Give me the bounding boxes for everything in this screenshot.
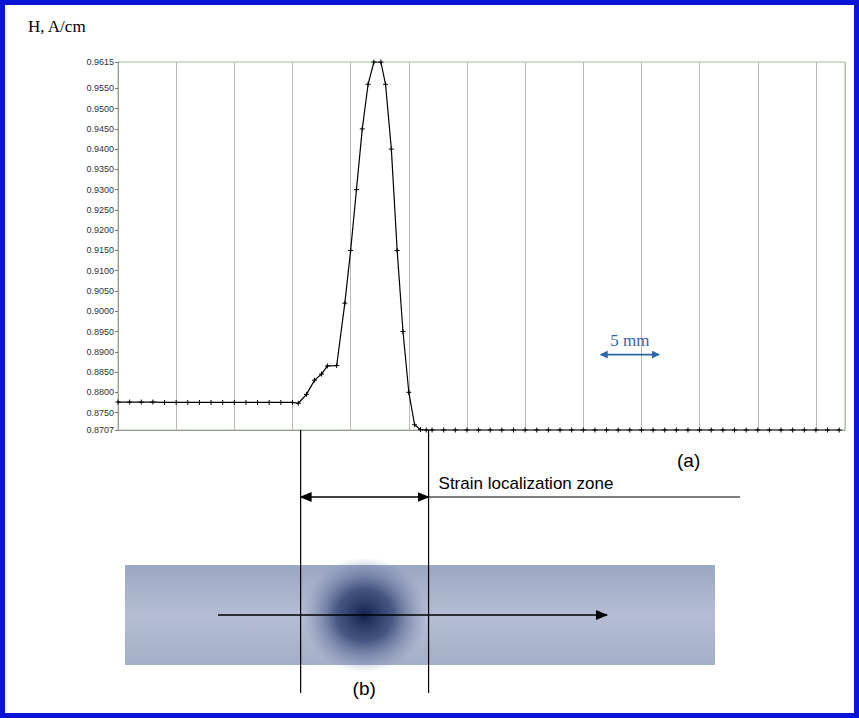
svg-text:0.9050: 0.9050 xyxy=(86,286,114,296)
svg-text:0.9150: 0.9150 xyxy=(86,245,114,255)
svg-text:0.9100: 0.9100 xyxy=(86,266,114,276)
svg-text:0.9200: 0.9200 xyxy=(86,225,114,235)
svg-text:5 mm: 5 mm xyxy=(610,331,649,350)
svg-text:0.8900: 0.8900 xyxy=(86,347,114,357)
svg-text:0.9250: 0.9250 xyxy=(86,205,114,215)
svg-text:0.8707: 0.8707 xyxy=(86,425,114,435)
svg-text:(a): (a) xyxy=(677,450,700,471)
svg-text:0.9400: 0.9400 xyxy=(86,144,114,154)
svg-text:Strain localization zone: Strain localization zone xyxy=(439,474,614,493)
svg-text:0.8800: 0.8800 xyxy=(86,387,114,397)
svg-text:0.8850: 0.8850 xyxy=(86,367,114,377)
svg-text:0.9000: 0.9000 xyxy=(86,306,114,316)
svg-text:H, A/cm: H, A/cm xyxy=(28,17,86,36)
svg-text:0.8950: 0.8950 xyxy=(86,327,114,337)
svg-text:0.9500: 0.9500 xyxy=(86,104,114,114)
svg-text:0.9450: 0.9450 xyxy=(86,124,114,134)
svg-text:0.9615: 0.9615 xyxy=(86,57,114,67)
svg-text:0.8750: 0.8750 xyxy=(86,408,114,418)
svg-text:0.9550: 0.9550 xyxy=(86,83,114,93)
svg-text:(b): (b) xyxy=(353,678,376,699)
svg-text:0.9350: 0.9350 xyxy=(86,164,114,174)
svg-text:0.9300: 0.9300 xyxy=(86,185,114,195)
